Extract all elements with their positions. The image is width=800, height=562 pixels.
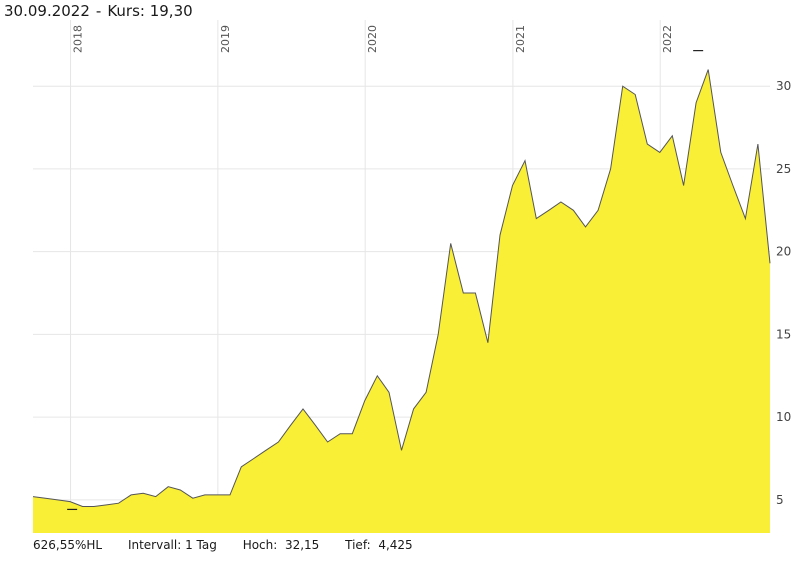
x-tick-label: 2021: [514, 25, 527, 53]
price-area: [33, 69, 770, 533]
chart-header: 30.09.2022- Kurs: 19,30: [4, 2, 193, 20]
date-label: 30.09.2022: [4, 2, 90, 20]
price-label: Kurs: 19,30: [107, 2, 193, 20]
y-tick-label: 30: [776, 79, 791, 93]
x-axis-ticks: 2018 2019 2020 2021 2022: [72, 25, 675, 53]
y-tick-label: 15: [776, 327, 791, 341]
x-tick-label: 2019: [219, 25, 232, 53]
y-axis-ticks: 5 10 15 20 25 30: [776, 79, 791, 507]
low-label: Tief:: [345, 538, 371, 552]
high-value: 32,15: [284, 538, 320, 552]
y-tick-label: 25: [776, 162, 791, 176]
x-tick-label: 2020: [366, 25, 379, 53]
price-line: [32, 69, 771, 507]
chart-footer: 626,55%HL Intervall: 1 Tag Hoch: 32,15 T…: [33, 538, 435, 552]
high-label: Hoch:: [242, 538, 278, 552]
x-tick-label: 2022: [661, 25, 674, 53]
header-separator: -: [95, 2, 102, 20]
performance-label: 626,55%HL: [33, 538, 103, 552]
y-tick-label: 10: [776, 410, 791, 424]
low-value: 4,425: [378, 538, 413, 552]
x-tick-label: 2018: [72, 25, 85, 53]
low-stat: Tief: 4,425: [345, 538, 413, 552]
y-tick-label: 5: [776, 493, 784, 507]
y-tick-label: 20: [776, 245, 791, 259]
interval-label: Intervall: 1 Tag: [127, 538, 217, 552]
extreme-markers: [67, 50, 704, 511]
high-stat: Hoch: 32,15: [243, 538, 320, 552]
